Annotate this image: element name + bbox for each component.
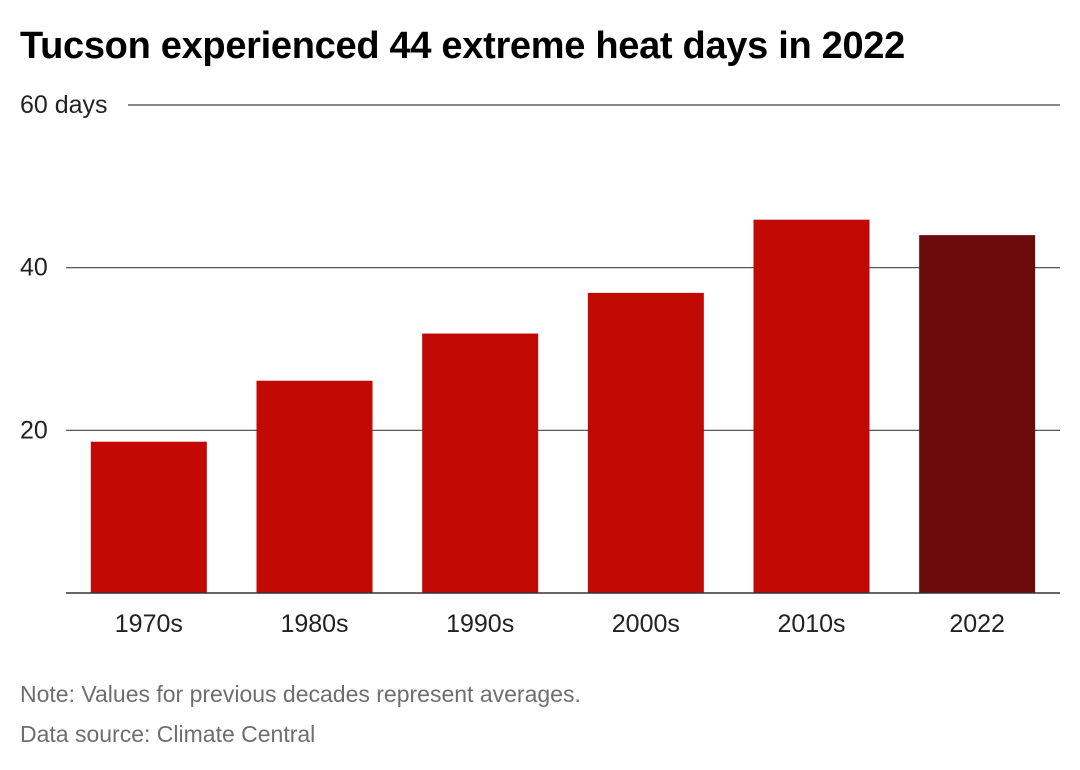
x-tick-label: 2010s xyxy=(777,610,845,638)
y-tick-label: 40 xyxy=(20,254,48,282)
bar-2022 xyxy=(919,235,1036,593)
y-axis-ticks: 20 40 60 days xyxy=(20,91,108,444)
chart-title: Tucson experienced 44 extreme heat days … xyxy=(20,25,905,67)
y-tick-label: 60 days xyxy=(20,91,108,119)
x-tick-label: 2000s xyxy=(612,610,680,638)
bar-2000s xyxy=(587,292,704,593)
x-tick-label: 2022 xyxy=(949,610,1005,638)
x-tick-label: 1990s xyxy=(446,610,514,638)
y-tick-label: 20 xyxy=(20,416,48,444)
bar-1990s xyxy=(422,333,539,593)
bar-1980s xyxy=(256,380,373,593)
bar-1970s xyxy=(90,441,207,593)
bar-chart: 20 40 60 days 1970s 1980s 1990s 2000s 2010s 202… xyxy=(20,91,1060,638)
x-axis-ticks: 1970s 1980s 1990s 2000s 2010s 2022 xyxy=(115,610,1005,638)
x-tick-label: 1970s xyxy=(115,610,183,638)
data-source: Data source: Climate Central xyxy=(20,721,316,747)
chart-note: Note: Values for previous decades repres… xyxy=(20,681,581,707)
gridlines xyxy=(66,104,1060,431)
bars xyxy=(90,219,1036,593)
x-tick-label: 1980s xyxy=(280,610,348,638)
bar-2010s xyxy=(753,219,870,593)
